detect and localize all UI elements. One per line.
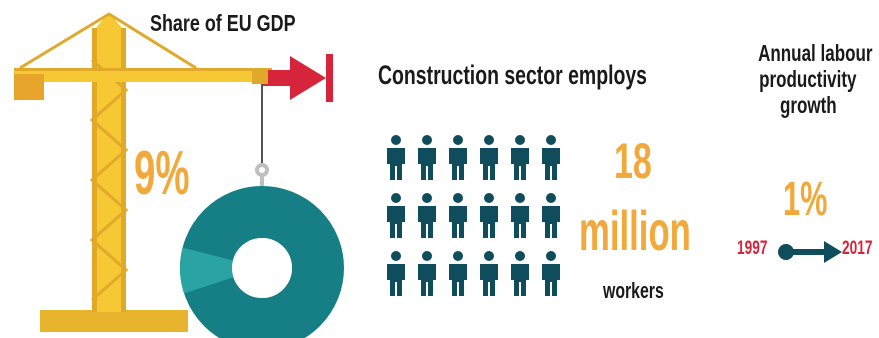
productivity-value: 1% [783,173,828,226]
person-icon [387,193,405,238]
productivity-title: Annual labour productivity growth [738,40,878,118]
crane-base [40,310,188,332]
productivity-title-line: Annual labour [758,40,873,66]
person-icon [511,193,529,238]
crane-jib [14,12,272,100]
year-start: 1997 [737,238,768,259]
gdp-share-donut [179,186,344,338]
gdp-share-value: 9% [134,139,190,208]
productivity-title-line: productivity [759,66,857,92]
person-icon [480,135,498,180]
gdp-share-title: Share of EU GDP [150,10,296,36]
person-icon [387,135,405,180]
person-icon [449,135,467,180]
crane-tower [89,28,129,312]
person-icon [542,193,560,238]
productivity-title-line: growth [779,92,837,118]
person-icon [480,193,498,238]
employment-number: 18 [614,133,652,189]
employment-unit: million [579,199,691,262]
person-icon [511,135,529,180]
crane-apex [96,12,122,28]
person-icon [449,193,467,238]
person-icon [418,135,436,180]
person-icon [387,251,405,296]
year-end: 2017 [842,238,873,259]
person-icon [511,251,529,296]
donut-hole [232,238,292,298]
person-icon [449,251,467,296]
gdp-arrow-icon [262,54,333,102]
employment-title: Construction sector employs [378,60,647,90]
person-icon [542,251,560,296]
employment-label: workers [603,278,664,303]
person-icon [418,251,436,296]
person-icon [480,251,498,296]
crane-trolley [252,70,268,84]
person-icon [418,193,436,238]
person-icon [542,135,560,180]
